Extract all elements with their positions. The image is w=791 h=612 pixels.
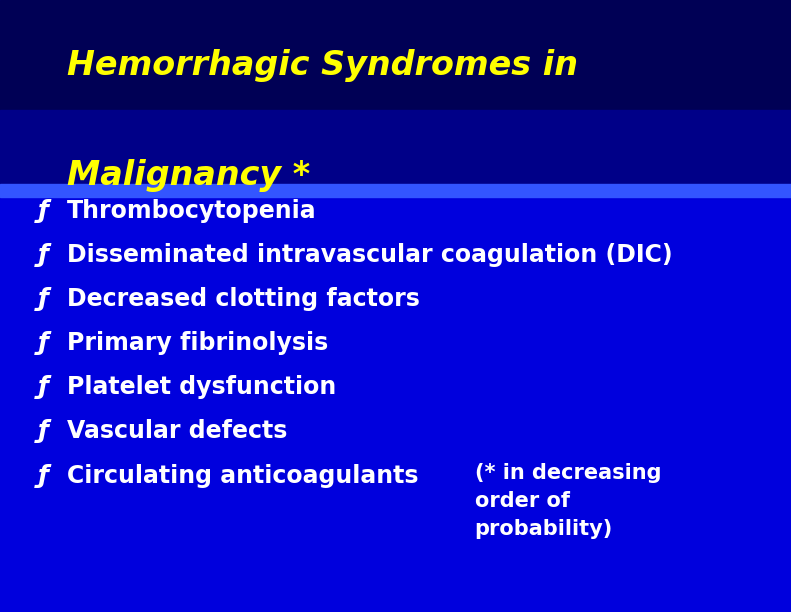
Text: Thrombocytopenia: Thrombocytopenia [67,199,317,223]
Text: Primary fibrinolysis: Primary fibrinolysis [67,331,328,356]
Text: Malignancy *: Malignancy * [67,159,311,192]
Text: Disseminated intravascular coagulation (DIC): Disseminated intravascular coagulation (… [67,243,673,267]
Text: Hemorrhagic Syndromes in: Hemorrhagic Syndromes in [67,49,578,82]
Text: ƒ: ƒ [38,419,49,444]
Text: ƒ: ƒ [38,199,49,223]
Text: ƒ: ƒ [38,331,49,356]
Text: Vascular defects: Vascular defects [67,419,288,444]
Bar [0,0,791,184]
Text: ƒ: ƒ [38,243,49,267]
Text: ƒ: ƒ [38,375,49,400]
Text: ƒ: ƒ [38,287,49,312]
Text: Circulating anticoagulants: Circulating anticoagulants [67,463,418,488]
Bar [0,184,791,197]
Text: Platelet dysfunction: Platelet dysfunction [67,375,336,400]
Bar [0,110,791,184]
Text: (* in decreasing
order of
probability): (* in decreasing order of probability) [475,463,661,539]
Text: Decreased clotting factors: Decreased clotting factors [67,287,420,312]
Text: ƒ: ƒ [38,463,49,488]
Bar [0,197,791,612]
